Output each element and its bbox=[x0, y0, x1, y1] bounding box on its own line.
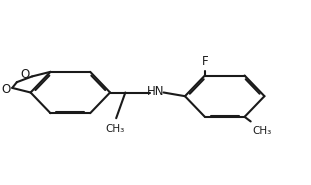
Text: CH₃: CH₃ bbox=[252, 126, 272, 136]
Text: HN: HN bbox=[147, 85, 165, 98]
Text: O: O bbox=[21, 68, 30, 81]
Text: F: F bbox=[202, 55, 208, 68]
Text: CH₃: CH₃ bbox=[105, 124, 124, 134]
Text: O: O bbox=[1, 83, 10, 96]
